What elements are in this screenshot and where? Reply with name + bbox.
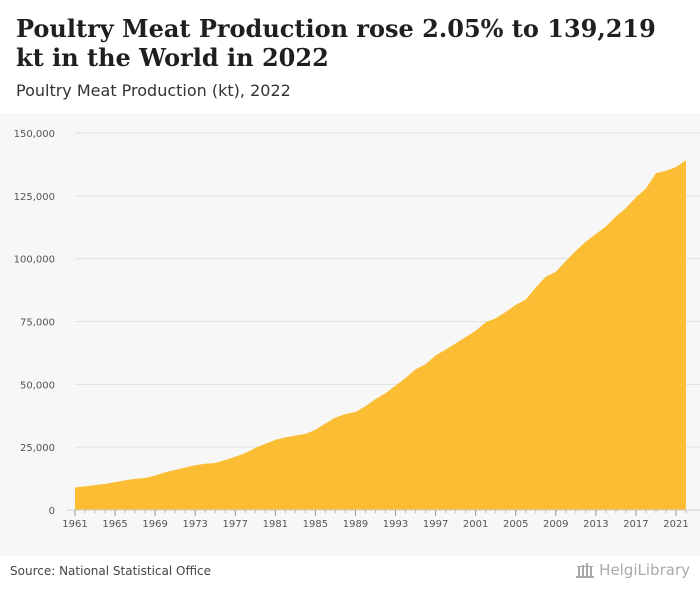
library-building-icon [576, 563, 595, 578]
x-tick-label: 1993 [383, 519, 408, 530]
poultry-production-area[interactable] [75, 160, 686, 510]
y-tick-label: 100,000 [14, 255, 55, 266]
x-tick-label: 1997 [423, 519, 448, 530]
x-tick-label: 1973 [182, 519, 207, 530]
area-layer [75, 160, 686, 510]
y-tick-label: 75,000 [20, 318, 55, 329]
y-tick-label: 25,000 [20, 443, 55, 454]
x-tick-label: 2013 [583, 519, 608, 530]
y-tick-label: 50,000 [20, 380, 55, 391]
axis-layer: 0 25,000 50,000 75,000 100,000 125,000 150,000… [14, 129, 700, 530]
x-tick-label: 1961 [62, 519, 87, 530]
helgilibrary-logo[interactable]: HelgiLibrary [575, 561, 690, 579]
y-tick-label: 150,000 [14, 129, 55, 140]
x-tick-label: 2021 [663, 519, 688, 530]
y-tick-label: 125,000 [14, 192, 55, 203]
x-tick-label: 1985 [303, 519, 328, 530]
x-tick-label: 2005 [503, 519, 528, 530]
x-tick-label: 2017 [623, 519, 648, 530]
page-title: Poultry Meat Production rose 2.05% to 13… [16, 14, 656, 72]
x-tick-label: 1965 [102, 519, 127, 530]
source-note: Source: National Statistical Office [10, 564, 212, 578]
x-tick-label: 1969 [142, 519, 167, 530]
chart: 0 25,000 50,000 75,000 100,000 125,000 150,000… [14, 129, 700, 530]
x-tick-label: 2009 [543, 519, 568, 530]
x-tick-label: 1981 [263, 519, 288, 530]
x-tick-label: 1989 [343, 519, 368, 530]
x-tick-label: 1977 [223, 519, 248, 530]
brand-name: HelgiLibrary [599, 561, 690, 579]
y-tick-label: 0 [49, 506, 55, 517]
chart-subtitle: Poultry Meat Production (kt), 2022 [16, 81, 291, 100]
x-tick-label: 2001 [463, 519, 488, 530]
